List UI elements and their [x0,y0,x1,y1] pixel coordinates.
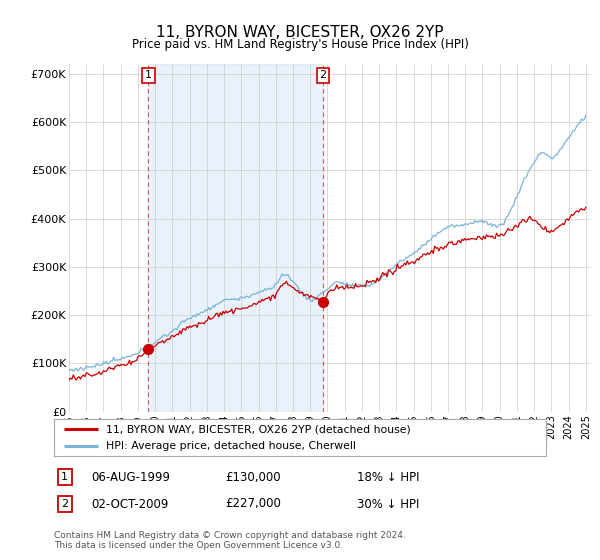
Text: 2: 2 [61,499,68,509]
Text: 18% ↓ HPI: 18% ↓ HPI [357,470,419,484]
Text: 2: 2 [320,71,326,81]
Text: 11, BYRON WAY, BICESTER, OX26 2YP: 11, BYRON WAY, BICESTER, OX26 2YP [156,25,444,40]
Text: HPI: Average price, detached house, Cherwell: HPI: Average price, detached house, Cher… [106,441,356,451]
Text: £227,000: £227,000 [225,497,281,511]
Text: £130,000: £130,000 [225,470,281,484]
Text: 02-OCT-2009: 02-OCT-2009 [91,497,169,511]
Text: 1: 1 [145,71,152,81]
Bar [148,64,323,412]
Text: Price paid vs. HM Land Registry's House Price Index (HPI): Price paid vs. HM Land Registry's House … [131,38,469,51]
Text: 06-AUG-1999: 06-AUG-1999 [91,470,170,484]
Text: 30% ↓ HPI: 30% ↓ HPI [357,497,419,511]
Text: Contains HM Land Registry data © Crown copyright and database right 2024.
This d: Contains HM Land Registry data © Crown c… [54,531,406,550]
Text: 1: 1 [61,472,68,482]
Text: 11, BYRON WAY, BICESTER, OX26 2YP (detached house): 11, BYRON WAY, BICESTER, OX26 2YP (detac… [106,424,410,434]
